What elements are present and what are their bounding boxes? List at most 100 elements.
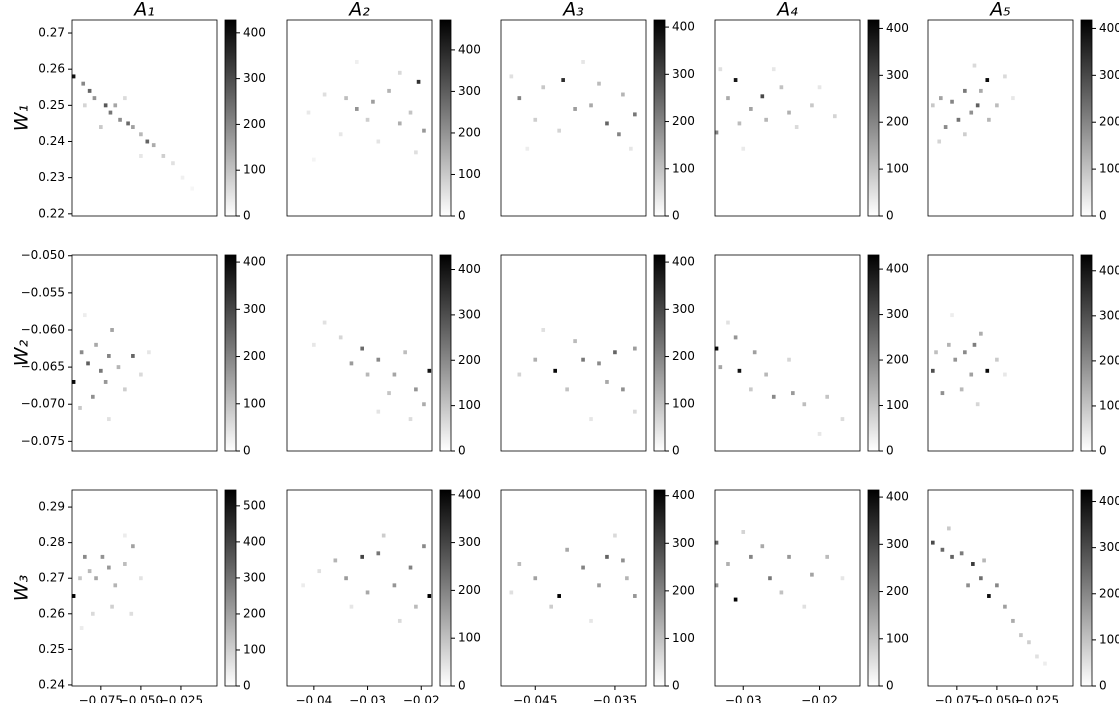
hist-cell [107, 354, 111, 358]
hist-cell [741, 530, 746, 534]
hist-cell [517, 96, 522, 101]
row-label: W₃ [11, 575, 33, 601]
hist-cell [749, 554, 753, 559]
hist-cell [344, 96, 348, 101]
hist-cell [802, 402, 807, 407]
hist-cell [963, 132, 967, 137]
hist-cell [621, 387, 625, 392]
hist-cell [589, 103, 593, 108]
hist-cell [541, 85, 546, 90]
hist-cell [553, 368, 557, 373]
hist-cell [139, 154, 143, 158]
colorbar-tick-label: 100 [1099, 632, 1119, 646]
hist-cell [597, 361, 601, 366]
hist-cell [768, 576, 772, 581]
hist-cell [355, 106, 359, 111]
hist-cell [950, 554, 954, 559]
hist-cell [581, 59, 585, 64]
hist-cell [787, 357, 791, 362]
hist-cell [557, 594, 561, 598]
hist-cell [714, 346, 719, 351]
hist-cell [408, 565, 413, 570]
plot-frame [500, 19, 647, 217]
colorbar-tick-label: 100 [1099, 398, 1119, 412]
colorbar-tick-label: 200 [1099, 586, 1119, 600]
hist-cell [113, 103, 118, 108]
plot-frame [71, 19, 218, 217]
hist-cell [123, 96, 127, 101]
x-tick-label: −0.025 [159, 694, 203, 703]
colorbar [867, 254, 880, 452]
hist-cell [1011, 96, 1015, 101]
hist-cell [349, 604, 354, 609]
hist-cell [605, 379, 609, 384]
hist-cell [333, 558, 338, 563]
hist-cell [787, 554, 791, 559]
hist-cell [360, 554, 364, 559]
colorbar-tick-label: 0 [243, 209, 251, 223]
hist-cell [557, 128, 561, 133]
hist-cell [422, 128, 426, 133]
hist-cell [525, 146, 530, 151]
hist-cell [371, 99, 375, 104]
hist-cell [376, 409, 381, 414]
hist-cell [987, 594, 991, 598]
hist-cell [714, 130, 719, 135]
colorbar-tick-label: 100 [458, 631, 481, 645]
hist-cell [338, 335, 343, 340]
hist-cell [565, 387, 569, 392]
hist-cell [376, 551, 381, 556]
hist-cell [397, 618, 402, 623]
hist-cell [726, 562, 730, 566]
y-tick-label: 0.25 [38, 98, 65, 112]
hist-cell [979, 88, 983, 93]
hist-cell [392, 583, 397, 588]
hist-cell [355, 59, 359, 64]
plot-frame [714, 19, 861, 217]
column-title: A₄ [775, 0, 798, 21]
hist-cell [99, 368, 103, 373]
y-tick-label: 0.27 [38, 26, 65, 40]
hist-cell [131, 544, 135, 549]
colorbar-tick-label: 100 [672, 396, 695, 410]
hist-cell [517, 562, 522, 566]
hist-cell [771, 394, 776, 399]
hist-cell [840, 417, 845, 422]
y-tick-label: −0.055 [21, 285, 65, 299]
hist-cell [737, 368, 742, 373]
hist-cell [107, 565, 111, 570]
hist-cell [376, 357, 381, 362]
colorbar-tick-label: 400 [1099, 494, 1119, 508]
hist-cell [589, 417, 593, 422]
hist-cell [151, 143, 156, 148]
hist-cell [509, 74, 514, 79]
hist-cell [963, 88, 967, 93]
colorbar [867, 489, 880, 687]
hist-cell [86, 361, 90, 366]
colorbar-tick-label: 400 [672, 488, 695, 502]
hist-cell [629, 146, 633, 151]
hist-cell [794, 125, 799, 130]
hist-cell [414, 387, 418, 392]
hist-cell [817, 431, 822, 436]
hist-cell [365, 590, 370, 595]
colorbar-tick-label: 300 [243, 71, 266, 85]
colorbar [1080, 19, 1093, 217]
hist-cell [597, 583, 601, 588]
colorbar-tick-label: 200 [243, 606, 266, 620]
hist-cell [969, 110, 974, 115]
hist-cell [714, 540, 719, 545]
hist-cell [1003, 372, 1007, 377]
hist-cell [760, 544, 765, 549]
hist-cell [810, 572, 814, 577]
colorbar-tick-label: 200 [243, 117, 266, 131]
colorbar [439, 19, 452, 217]
hist-cell [427, 368, 432, 373]
plot-frame [71, 254, 218, 452]
hist-cell [953, 357, 958, 362]
hist-cell [71, 379, 76, 384]
hist-cell [802, 604, 807, 609]
hist-cell [91, 394, 95, 399]
colorbar-tick-label: 400 [886, 21, 909, 35]
hist-cell [190, 186, 194, 191]
